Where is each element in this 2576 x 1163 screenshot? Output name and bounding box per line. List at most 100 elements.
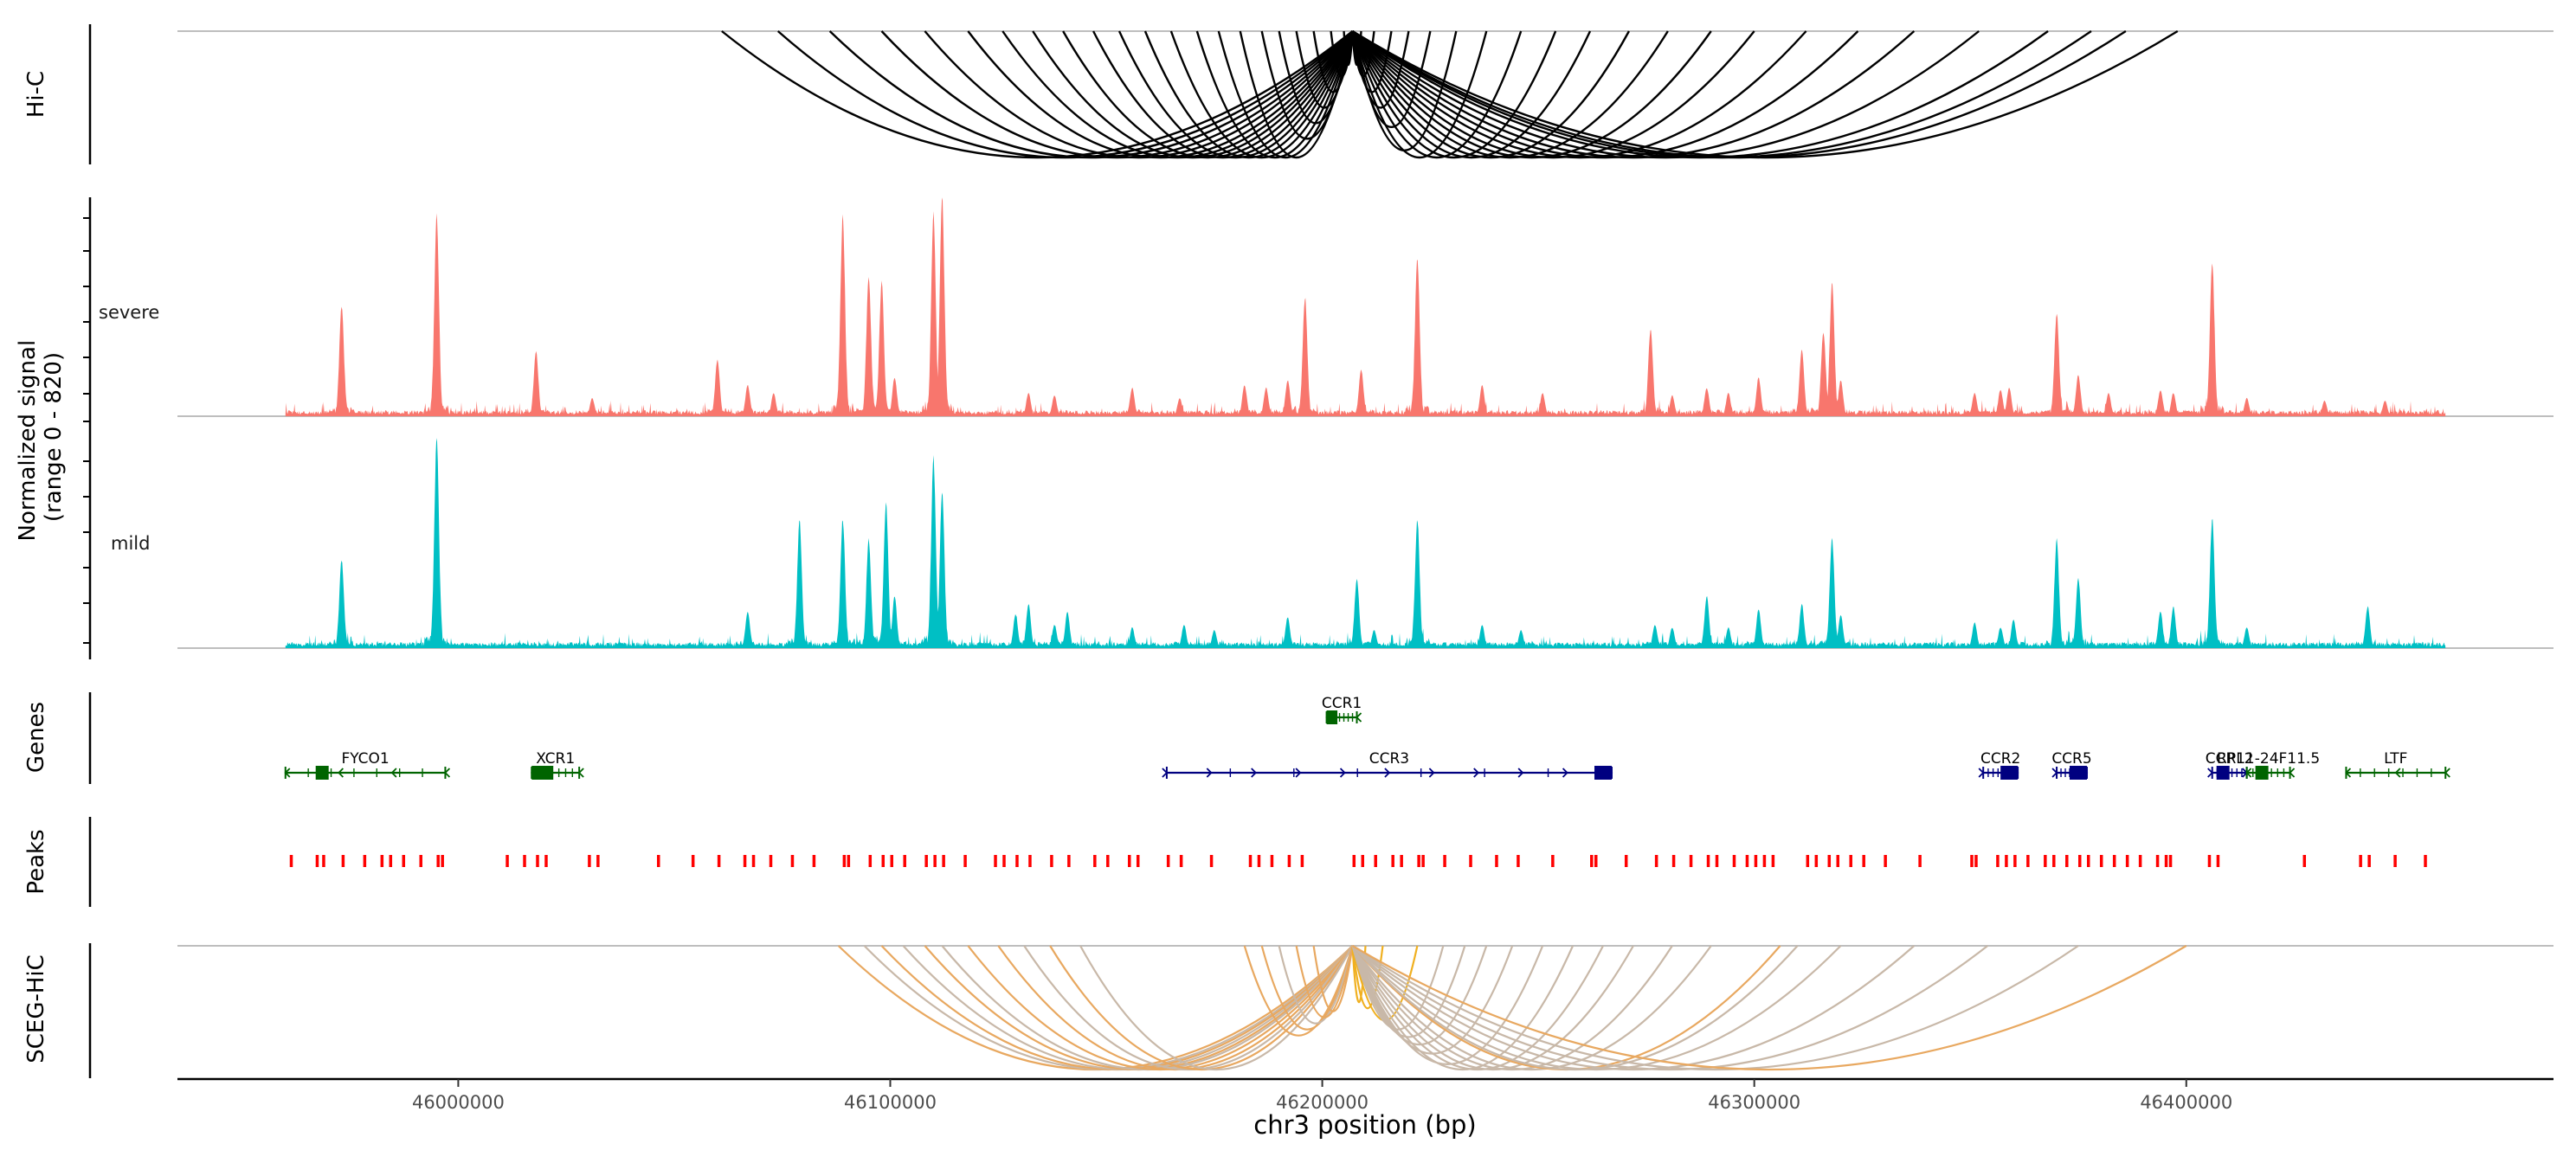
peak-mark: [2013, 855, 2017, 867]
sceg-arc-12: [1260, 945, 1354, 1031]
peak-mark: [380, 855, 384, 867]
peak-mark: [2168, 855, 2173, 867]
gene-label: XCR1: [536, 750, 575, 768]
hic-arc-38: [1351, 30, 1916, 159]
gene-exon: [531, 766, 554, 780]
hic-arc-4: [924, 30, 1354, 159]
genes-track: Genes FYCO1 XCR1 CCR1 CCR3 CCR2 CCR5 CCRL2RP11…: [23, 692, 2450, 784]
peak-mark: [1762, 855, 1767, 867]
peak-mark: [1918, 855, 1922, 867]
peak-mark: [588, 855, 591, 867]
peak-mark: [1884, 855, 1887, 867]
peak-mark: [2052, 855, 2056, 867]
gene-ccr2: CCR2: [1978, 750, 2020, 780]
sceg-arc-11: [1243, 945, 1354, 1037]
peak-mark: [2112, 855, 2116, 867]
gene-label: RP11-24F11.5: [2217, 750, 2320, 768]
sceg-arc-21: [1351, 945, 1488, 1046]
peak-mark: [1827, 855, 1832, 867]
peak-mark: [2393, 855, 2397, 867]
peak-mark: [1517, 855, 1520, 867]
sceg-arc-15: [1312, 945, 1354, 1012]
peak-mark: [1715, 855, 1719, 867]
gene-strand-arrow: [390, 768, 397, 778]
peak-mark: [1166, 855, 1170, 867]
gene-label: CCR1: [1322, 695, 1362, 712]
peak-mark: [933, 855, 937, 867]
hic-arc-30: [1351, 30, 1557, 158]
gene-label: CCR5: [2051, 750, 2091, 768]
hic-arc-29: [1351, 30, 1523, 159]
peak-mark: [1352, 855, 1356, 867]
peak-mark: [790, 855, 795, 867]
sceg-arc-32: [1351, 945, 1916, 1070]
gene-strand-arrow: [1206, 768, 1213, 778]
signal-y-ticks: [83, 217, 90, 644]
gene-ltf: LTF: [2345, 750, 2450, 779]
sceg-arc-13: [1278, 945, 1354, 1025]
peak-mark: [1551, 855, 1555, 867]
hic-arc-10: [1117, 30, 1354, 158]
peak-mark: [743, 855, 747, 867]
peak-mark: [1093, 855, 1097, 867]
gene-xcr1: XCR1: [530, 750, 584, 780]
peak-mark: [1836, 855, 1840, 867]
sceg-arc-10: [1079, 945, 1354, 1071]
sceg-arcs: [837, 945, 2187, 1071]
sceg-arc-31: [1351, 945, 1842, 1070]
peak-mark: [2155, 855, 2160, 867]
peak-mark: [2302, 855, 2307, 867]
peak-mark: [2216, 855, 2220, 867]
hic-arc-39: [1351, 30, 1980, 159]
peak-mark: [924, 855, 928, 867]
gene-strand-arrow: [2394, 768, 2401, 778]
peak-mark: [1067, 855, 1071, 867]
hic-arc-28: [1351, 30, 1488, 159]
hic-arc-21: [1343, 30, 1354, 66]
gene-strand-arrow: [1517, 768, 1524, 778]
peak-mark: [596, 855, 600, 867]
x-tick-label-0: 46000000: [412, 1092, 505, 1113]
hic-arc-11: [1143, 30, 1354, 158]
hic-arc-31: [1351, 30, 1592, 158]
gene-fyco1: FYCO1: [284, 750, 451, 780]
gene-exon: [2255, 766, 2269, 780]
peak-mark: [2367, 855, 2371, 867]
gene-ccr3: CCR3: [1162, 750, 1613, 780]
peak-mark: [1732, 855, 1736, 867]
gene-strand-arrow: [338, 768, 344, 778]
peak-mark: [1400, 855, 1403, 867]
peak-mark: [868, 855, 873, 867]
hic-arc-5: [967, 30, 1354, 159]
peak-mark: [2164, 855, 2168, 867]
gene-ccr1: CCR1: [1322, 695, 1362, 724]
peak-mark: [812, 855, 816, 867]
peak-mark: [1028, 855, 1032, 867]
peak-mark: [1771, 855, 1775, 867]
peak-mark: [2099, 855, 2103, 867]
peak-mark: [2065, 855, 2069, 867]
x-tick-label-2: 46200000: [1276, 1092, 1368, 1113]
peak-mark: [890, 855, 893, 867]
peak-mark: [1970, 855, 1974, 867]
hic-arc-32: [1351, 30, 1631, 159]
gene-strand-arrow: [1295, 768, 1302, 778]
peak-mark: [1361, 855, 1365, 867]
hic-arc-43: [1351, 29, 2179, 159]
peak-mark: [1300, 855, 1304, 867]
gene-exon: [1594, 766, 1612, 780]
signal-y-axis-label-line1: Normalized signal: [15, 340, 41, 542]
peak-mark: [1421, 855, 1425, 867]
hic-arc-37: [1351, 30, 1859, 159]
x-axis: 46000000 46100000 46200000 46300000 46400000…: [177, 1077, 2553, 1140]
peak-mark: [1996, 855, 2000, 867]
gene-rp11-24f11.5: RP11-24F11.5: [2217, 750, 2320, 780]
peak-mark: [1417, 855, 1420, 867]
gene-strand-arrow: [1562, 768, 1568, 778]
peak-mark: [1806, 855, 1810, 867]
peak-mark: [315, 855, 319, 867]
peak-mark: [1443, 855, 1446, 867]
peak-mark: [1136, 855, 1140, 867]
x-tick-label-1: 46100000: [844, 1092, 937, 1113]
gene-strand-arrow: [1251, 768, 1258, 778]
